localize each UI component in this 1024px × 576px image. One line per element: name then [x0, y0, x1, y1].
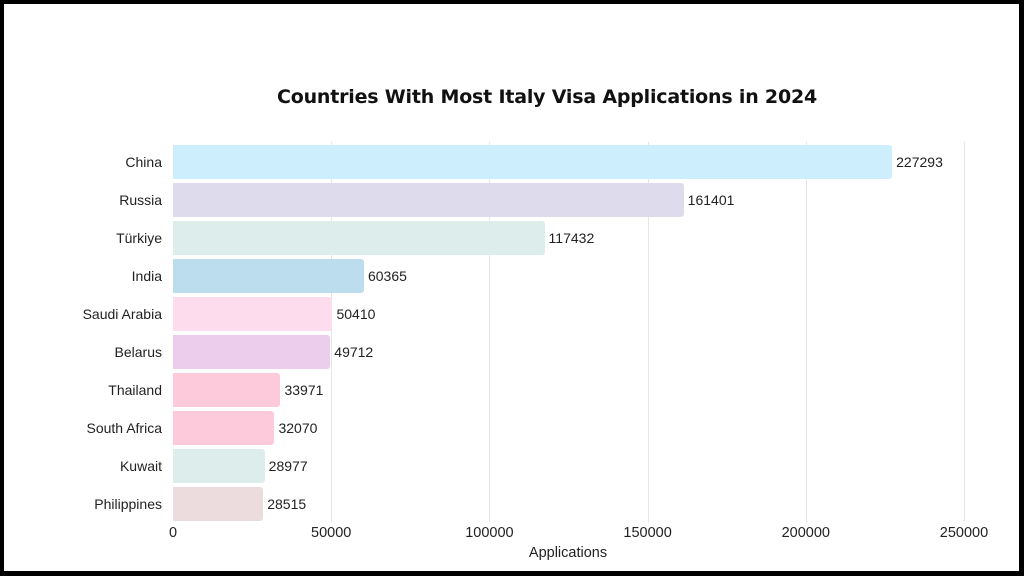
x-tick-label: 200000: [781, 525, 830, 541]
x-tick-label: 250000: [939, 525, 989, 541]
bar[interactable]: [173, 259, 364, 293]
gridline: [964, 142, 965, 522]
bar-value-label: 117432: [548, 230, 595, 246]
bar-value-label: 32070: [278, 420, 318, 436]
bar-value-label: 28977: [268, 458, 308, 474]
bar-value-label: 28515: [267, 496, 307, 512]
bar-value-label: 50410: [336, 306, 376, 322]
bar[interactable]: [173, 487, 264, 521]
category-label: South Africa: [86, 420, 163, 436]
category-label: Türkiye: [116, 230, 162, 246]
category-label: Belarus: [114, 344, 162, 360]
bar[interactable]: [173, 183, 684, 217]
gridline: [647, 142, 649, 522]
bar[interactable]: [173, 221, 545, 255]
bar[interactable]: [173, 145, 893, 179]
x-tick-label: 50000: [311, 525, 352, 541]
category-label: Saudi Arabia: [82, 306, 162, 322]
category-label: Kuwait: [119, 458, 162, 474]
bar-value-label: 49712: [334, 344, 374, 360]
x-tick-label: 0: [168, 525, 178, 541]
chart-title-text: Countries With Most Italy Visa Applicati…: [276, 86, 818, 108]
gridline: [805, 142, 807, 522]
bar[interactable]: [173, 411, 275, 445]
x-tick-label: 100000: [465, 525, 514, 541]
category-label: India: [131, 268, 162, 284]
x-tick-label: 150000: [623, 525, 672, 541]
bar[interactable]: [173, 335, 331, 369]
category-label: Philippines: [94, 496, 162, 512]
bar[interactable]: [173, 373, 281, 407]
bar-value-label: 60365: [367, 268, 407, 284]
bar[interactable]: [173, 449, 265, 483]
category-label: Russia: [119, 192, 162, 208]
category-label: China: [125, 154, 162, 170]
bar-value-label: 227293: [896, 154, 943, 170]
x-axis-label: Applications: [528, 545, 608, 561]
category-label: Thailand: [108, 382, 162, 398]
bar-value-label: 161401: [687, 192, 735, 208]
bar[interactable]: [173, 297, 333, 331]
gridline: [331, 142, 333, 522]
gridline: [489, 142, 491, 522]
bar-value-label: 33971: [284, 382, 324, 398]
plot-area: 227293 161401 117432 60365 50410 49712 33971 32…: [173, 142, 965, 522]
chart-title: Countries With Most Italy Visa Applicati…: [0, 86, 1024, 108]
